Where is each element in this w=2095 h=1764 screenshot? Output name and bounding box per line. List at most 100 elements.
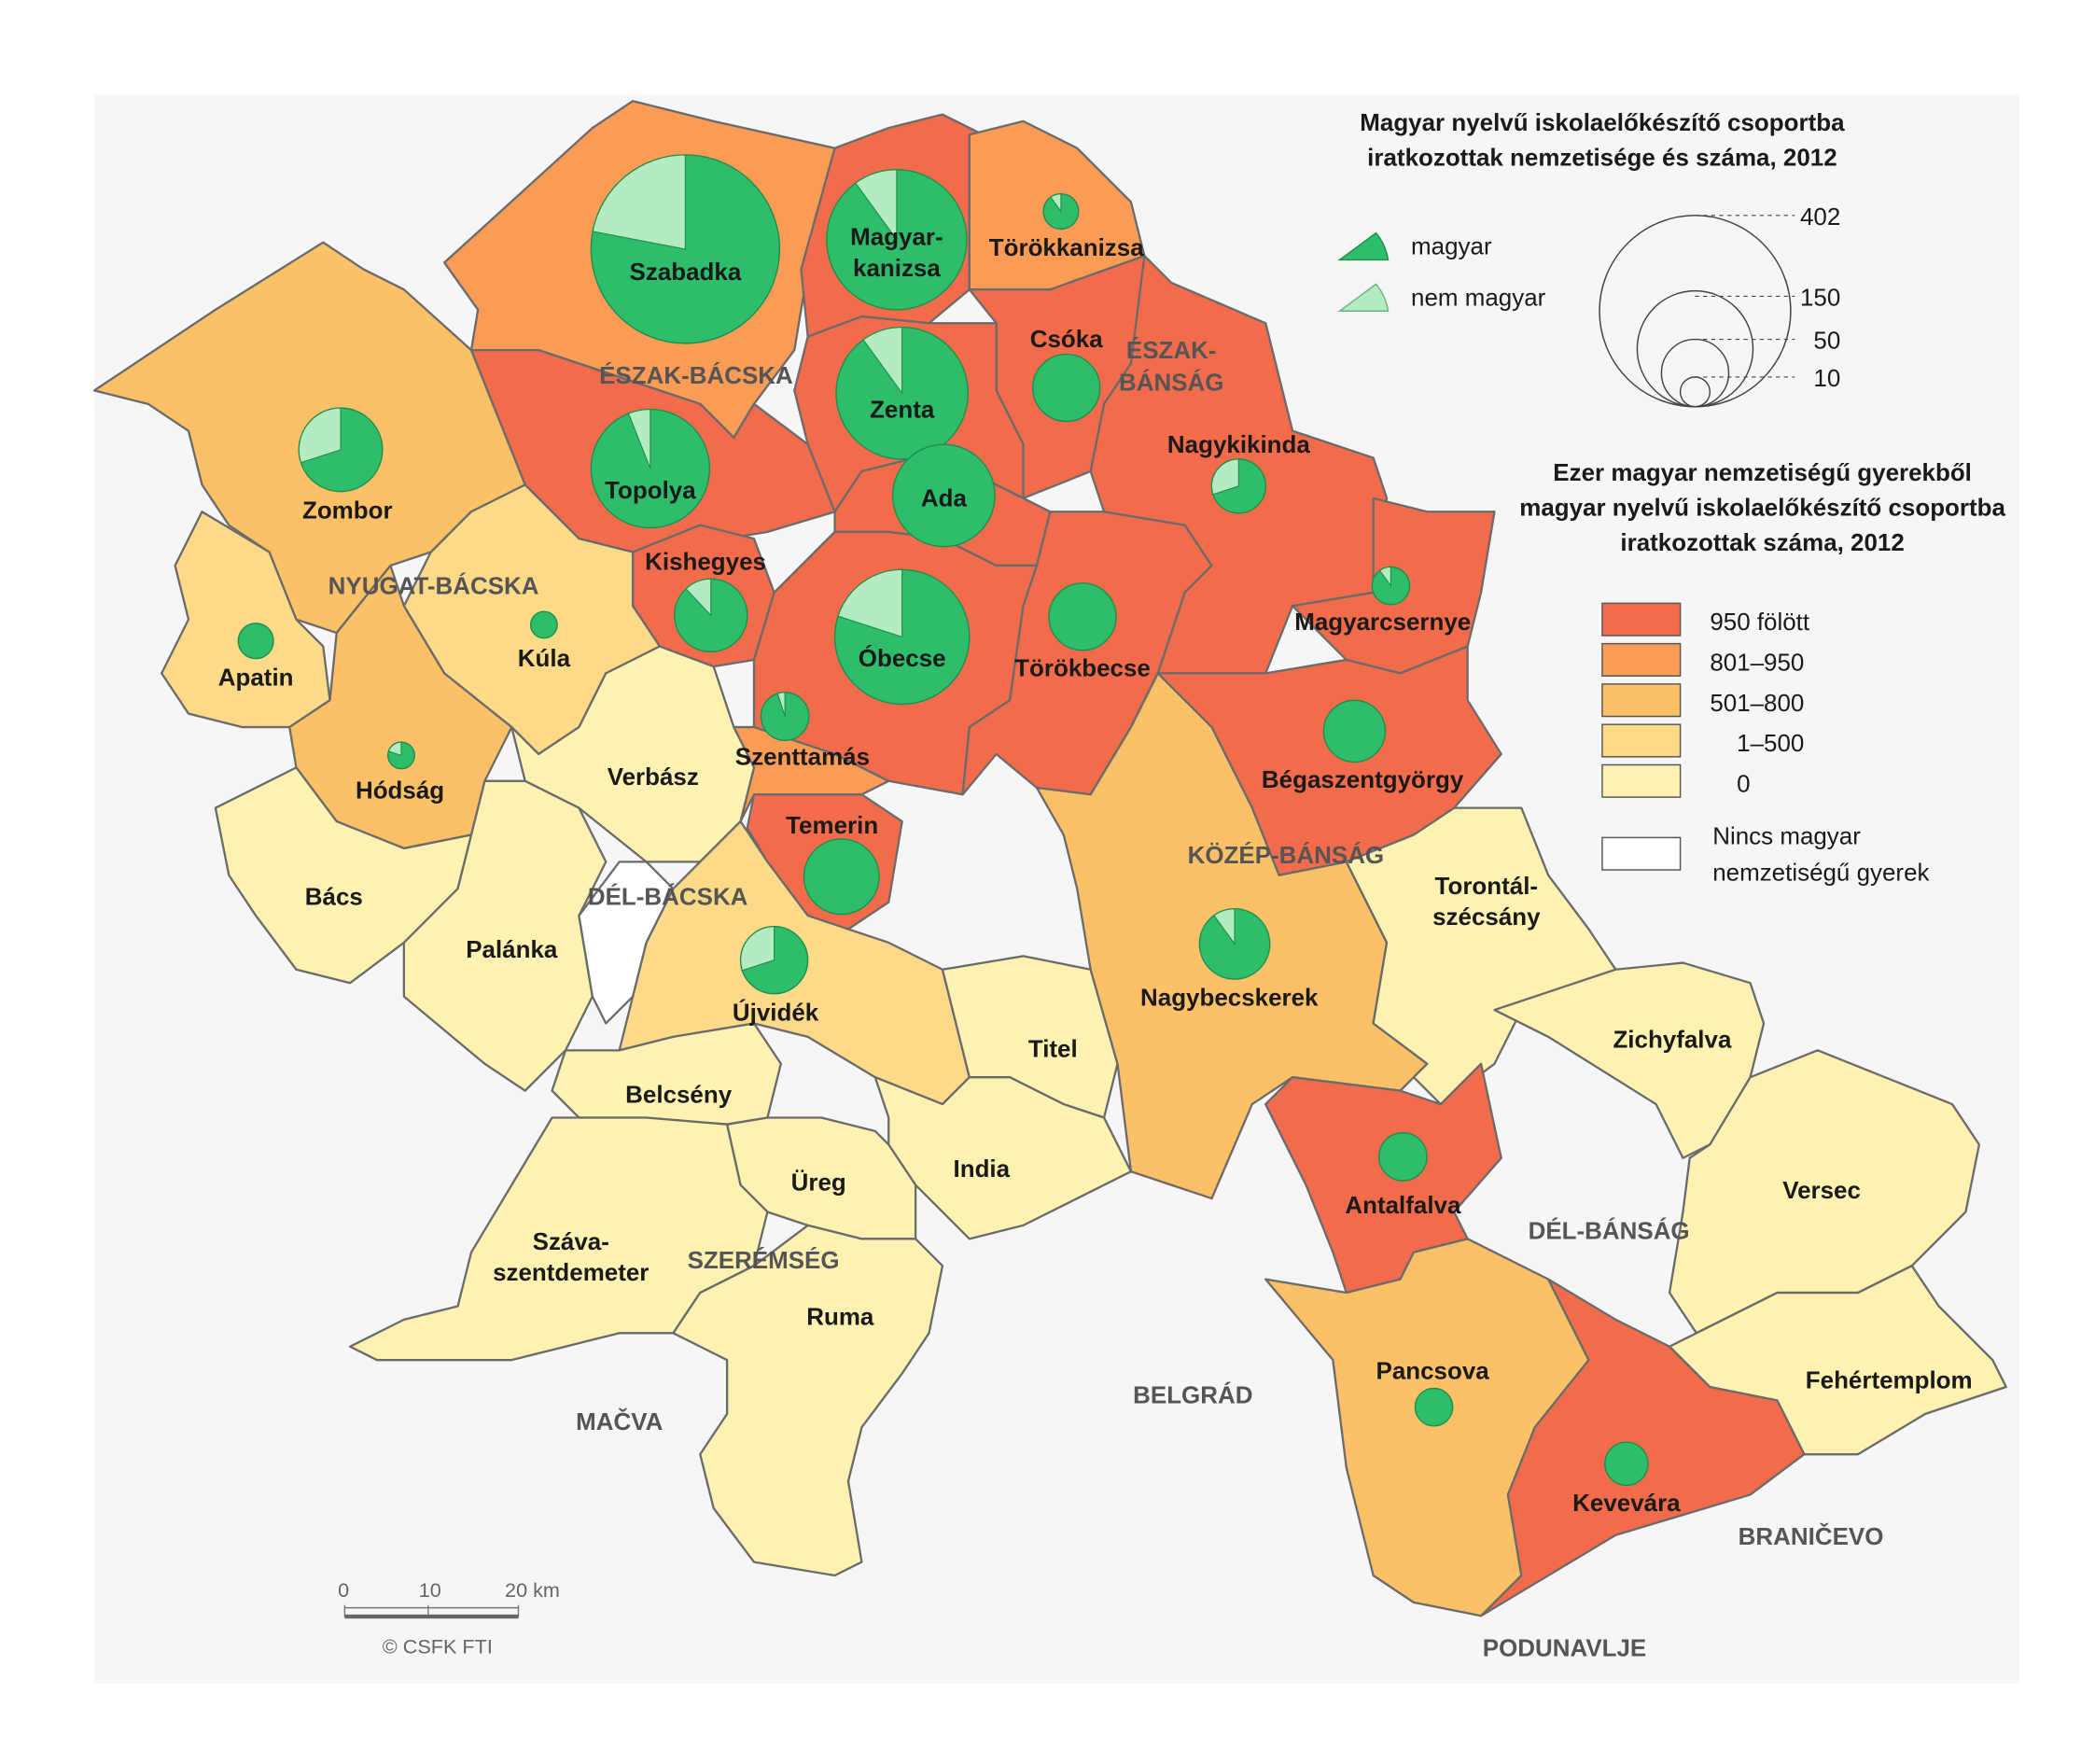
region-label-del-bansag: DÉL-BÁNSÁG	[1529, 1216, 1690, 1244]
choropleth-legend-title-1: Ezer magyar nemzetiségű gyerekből	[1553, 458, 1972, 486]
legend-none-label-2: nemzetiségű gyerek	[1712, 859, 1930, 887]
region-label-szeremseg: SZERÉMSÉG	[688, 1246, 840, 1274]
pie-slice-magyar	[1377, 1131, 1428, 1182]
municipality-szava-szentdemeter	[349, 1116, 769, 1362]
label-temerin: Temerin	[786, 811, 878, 839]
del-bacska-no-data-area	[578, 861, 675, 1025]
pie-slice-magyar	[1032, 353, 1101, 423]
legend-swatch-c1	[1601, 723, 1682, 758]
legend-none-label-1: Nincs magyar	[1712, 822, 1861, 850]
pie-legend-title-2: iratkozottak nemzetisége és száma, 2012	[1367, 143, 1837, 171]
pie-slice-magyar	[1414, 1387, 1454, 1427]
pie-slice-nem-magyar	[776, 692, 786, 717]
label-fehertemplom: Fehértemplom	[1806, 1365, 1973, 1393]
region-label-eszak-bacska: ÉSZAK-BÁCSKA	[599, 361, 793, 389]
pie-slice-nem-magyar	[1378, 566, 1391, 588]
pie-slice-nem-magyar	[854, 169, 898, 242]
choropleth-legend-title-3: iratkozottak száma, 2012	[1620, 528, 1904, 556]
legend-class-label: 1–500	[1737, 729, 1804, 757]
legend-swatch-c0	[1601, 763, 1682, 798]
label-torokkanizsa: Törökkanizsa	[989, 233, 1144, 261]
label-szava-szentdemeter: Száva-	[533, 1227, 609, 1255]
label-apatin: Apatin	[218, 663, 294, 691]
region-label-podunavlje: PODUNAVLJE	[1483, 1634, 1646, 1662]
pie-slice-magyar	[1604, 1441, 1649, 1487]
pie-legend-title-1: Magyar nyelvű iskolaelőkészítő csoportba	[1360, 108, 1845, 136]
pie-hodsag	[387, 741, 415, 770]
pie-torokbecse	[1048, 582, 1117, 651]
label-ujvidek: Újvidék	[733, 999, 819, 1027]
label-zenta: Zenta	[870, 395, 935, 423]
label-hodsag: Hódság	[356, 777, 444, 805]
municipality-areas	[92, 100, 2007, 1617]
region-label-del-bacska: DÉL-BÁCSKA	[588, 883, 748, 911]
label-csoka: Csóka	[1030, 325, 1103, 353]
legend-class-label: 801–950	[1710, 648, 1804, 676]
legend-swatch-c801	[1601, 642, 1682, 677]
label-kishegyes: Kishegyes	[645, 547, 766, 575]
region-label-nyugat-bacska: NYUGAT-BÁCSKA	[328, 571, 539, 599]
copyright: © CSFK FTI	[383, 1635, 493, 1659]
label-zombor: Zombor	[302, 496, 393, 524]
label-begaszentgyorgy: Bégaszentgyörgy	[1262, 765, 1464, 793]
pie-slice-nem-magyar	[685, 578, 712, 617]
legend-swatch-c950	[1601, 602, 1682, 637]
scale-tick-20km: 20 km	[505, 1578, 560, 1602]
region-label-eszak-: ÉSZAK-	[1126, 336, 1217, 364]
pie-slice-nem-magyar	[298, 407, 342, 464]
label-kula: Kúla	[518, 644, 571, 672]
label-antalfalva: Antalfalva	[1345, 1191, 1461, 1219]
label-magyarcsernye: Magyarcsernye	[1294, 608, 1471, 636]
label-nagykikinda: Nagykikinda	[1167, 430, 1310, 458]
label-titel: Titel	[1028, 1035, 1078, 1063]
choropleth-legend-title-2: magyar nyelvű iskolaelőkészítő csoportba	[1519, 494, 2005, 522]
pie-legend: Magyar nyelvű iskolaelőkészítő csoportba…	[1337, 108, 1845, 408]
region-label-branicevo: BRANIČEVO	[1739, 1522, 1884, 1550]
label-versec: Versec	[1782, 1176, 1861, 1204]
label-bacs: Bács	[305, 883, 363, 911]
legend-swatch-none	[1601, 836, 1682, 871]
legend-class-label: 950 fölött	[1710, 608, 1810, 636]
legend-class-label: 501–800	[1710, 689, 1804, 717]
pie-slice-nem-magyar	[592, 154, 686, 250]
label-obecse: Óbecse	[859, 644, 946, 672]
label-ada: Ada	[921, 483, 968, 511]
label-palanka: Palánka	[466, 935, 558, 963]
size-value-10: 10	[1813, 364, 1840, 392]
pie-magyarcsernye	[1371, 566, 1411, 606]
size-value-50: 50	[1813, 327, 1840, 355]
label-nagybecskerek: Nagybecskerek	[1140, 984, 1319, 1012]
magyar-label: magyar	[1411, 232, 1492, 260]
pie-slice-nem-magyar	[387, 741, 402, 757]
pie-szenttamas	[760, 692, 810, 741]
scale-bar: 0 10 20 km © CSFK FTI	[338, 1578, 560, 1659]
pie-slice-nem-magyar	[740, 926, 775, 972]
label-szenttamas: Szenttamás	[735, 742, 870, 770]
pie-kevevara	[1604, 1441, 1649, 1487]
pie-nagybecskerek	[1198, 907, 1271, 980]
pie-kula	[529, 610, 558, 639]
label-torontal-szecsany: szécsány	[1432, 903, 1541, 931]
pie-symbols	[237, 154, 1649, 1487]
municipality-ruma	[672, 1224, 944, 1577]
pie-temerin	[803, 838, 880, 916]
pie-szabadka	[590, 154, 781, 344]
pie-ujvidek	[739, 925, 809, 995]
pie-slice-magyar	[891, 443, 996, 548]
pie-topolya	[590, 408, 711, 529]
label-magyar-kanizsa: Magyar-	[850, 223, 943, 251]
municipality-apatin	[161, 511, 331, 729]
region-label-bansag: BÁNSÁG	[1119, 368, 1223, 396]
pie-ada	[891, 443, 996, 548]
pie-slice-magyar	[1322, 699, 1387, 763]
pie-slice-nem-magyar	[1050, 193, 1062, 214]
label-torontal-szecsany: Torontál-	[1435, 872, 1539, 900]
pie-slice-nem-magyar	[627, 408, 651, 469]
label-verbasz: Verbász	[608, 763, 699, 791]
pie-slice-nem-magyar	[1213, 908, 1236, 946]
pie-slice-magyar	[803, 838, 880, 916]
pie-pancsova	[1414, 1387, 1454, 1427]
legend-class-label: 0	[1737, 769, 1750, 797]
region-label-kozep-bansag: KÖZÉP-BÁNSÁG	[1188, 841, 1385, 869]
label-india: India	[954, 1155, 1011, 1183]
